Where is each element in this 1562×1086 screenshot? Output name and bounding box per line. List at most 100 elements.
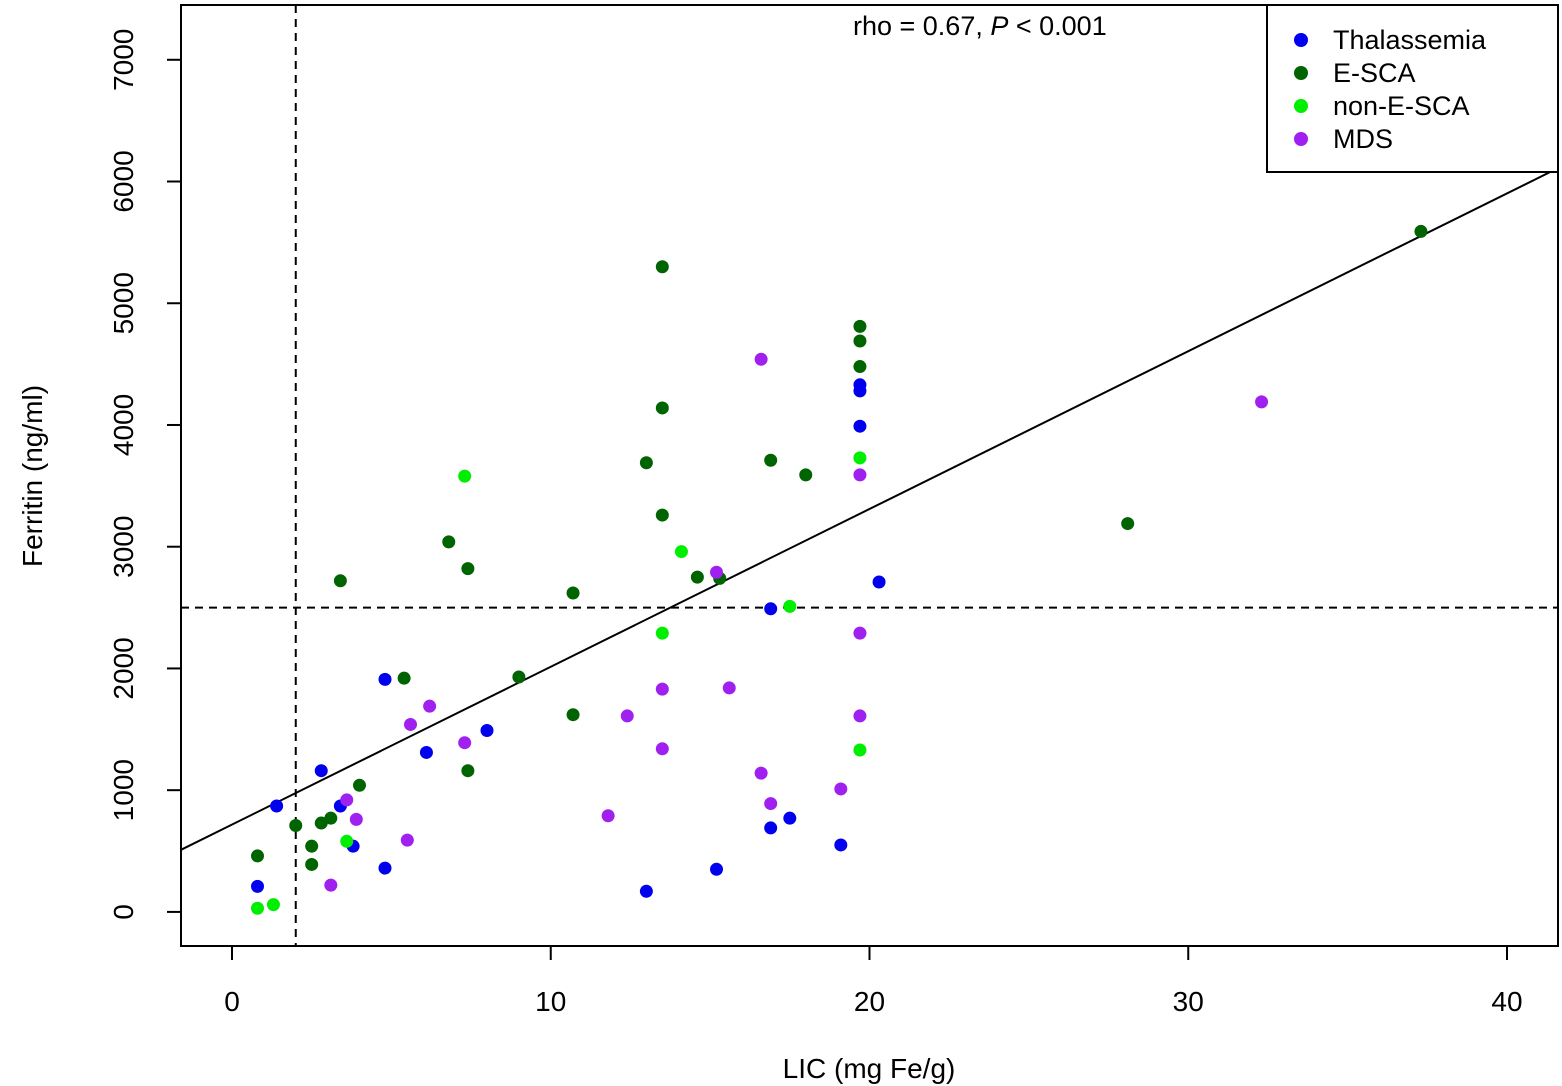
- point-e-sca: [442, 535, 456, 549]
- point-mds: [404, 717, 417, 731]
- point-non-e-sca: [853, 451, 867, 465]
- point-mds: [853, 626, 867, 640]
- point-non-e-sca: [458, 469, 472, 483]
- legend-box: [1266, 4, 1559, 173]
- legend-label-mds: MDS: [1333, 124, 1393, 154]
- x-tick-label: 10: [535, 986, 566, 1017]
- y-tick-label: 2000: [108, 637, 139, 699]
- point-mds: [834, 782, 848, 796]
- point-e-sca: [461, 562, 475, 576]
- point-mds: [655, 682, 669, 696]
- point-e-sca: [324, 811, 338, 825]
- point-non-e-sca: [340, 834, 354, 848]
- legend-marker-thalassemia: [1294, 33, 1308, 47]
- point-non-e-sca: [266, 898, 280, 912]
- point-e-sca: [333, 574, 347, 588]
- legend-label-e-sca: E-SCA: [1333, 58, 1416, 88]
- x-axis: 0 10 20 30 40: [224, 945, 1523, 1017]
- point-non-e-sca: [674, 545, 688, 559]
- point-mds: [655, 742, 669, 756]
- series-mds: [324, 352, 1269, 892]
- regression-line: [180, 167, 1559, 851]
- point-e-sca: [655, 401, 669, 415]
- point-thalassemia: [764, 602, 778, 616]
- point-mds: [754, 766, 768, 780]
- point-non-e-sca: [783, 599, 797, 613]
- point-thalassemia: [710, 862, 723, 876]
- correlation-annotation: rho = 0.67, P < 0.001: [853, 11, 1107, 41]
- point-e-sca: [353, 778, 366, 792]
- point-mds: [722, 681, 736, 695]
- point-thalassemia: [378, 672, 392, 686]
- point-thalassemia: [872, 575, 886, 589]
- point-e-sca: [305, 857, 319, 871]
- point-e-sca: [639, 456, 653, 470]
- series-non-e-sca: [251, 451, 867, 915]
- point-e-sca: [690, 570, 704, 584]
- y-tick-label: 5000: [108, 272, 139, 334]
- point-e-sca: [1121, 517, 1135, 531]
- legend: Thalassemia E-SCA non-E-SCA MDS: [1266, 4, 1559, 173]
- point-thalassemia: [270, 799, 284, 813]
- point-e-sca: [799, 468, 813, 482]
- annotation-prefix: rho = 0.67,: [853, 11, 990, 41]
- legend-label-non-e-sca: non-E-SCA: [1333, 91, 1470, 121]
- point-e-sca: [853, 319, 867, 333]
- point-mds: [710, 565, 723, 579]
- point-e-sca: [397, 671, 411, 685]
- annotation-suffix: < 0.001: [1008, 11, 1106, 41]
- x-tick-label: 30: [1173, 986, 1204, 1017]
- point-non-e-sca: [853, 743, 867, 757]
- point-e-sca: [764, 453, 778, 467]
- point-thalassemia: [419, 745, 433, 759]
- legend-marker-non-e-sca: [1294, 99, 1308, 113]
- y-tick-label: 4000: [108, 394, 139, 456]
- reference-lines: [181, 5, 1558, 946]
- point-e-sca: [655, 508, 669, 522]
- point-e-sca: [512, 670, 526, 684]
- point-thalassemia: [480, 724, 494, 738]
- point-thalassemia: [764, 821, 778, 835]
- x-tick-label: 0: [224, 986, 240, 1017]
- x-tick-label: 40: [1491, 986, 1522, 1017]
- point-e-sca: [305, 839, 319, 853]
- y-tick-label: 1000: [108, 759, 139, 821]
- point-mds: [458, 736, 472, 750]
- x-axis-title: LIC (mg Fe/g): [783, 1053, 956, 1084]
- point-e-sca: [853, 360, 867, 374]
- annotation-p-symbol: P: [990, 11, 1008, 41]
- point-mds: [324, 878, 338, 892]
- point-mds: [423, 699, 437, 713]
- point-mds: [349, 812, 363, 826]
- point-mds: [620, 709, 634, 723]
- point-thalassemia: [783, 811, 797, 825]
- point-thalassemia: [834, 838, 848, 852]
- y-tick-label: 3000: [108, 516, 139, 578]
- point-e-sca: [461, 764, 475, 778]
- point-mds: [754, 352, 768, 366]
- point-thalassemia: [251, 879, 264, 893]
- point-e-sca: [566, 708, 580, 722]
- point-thalassemia: [378, 861, 392, 875]
- point-mds: [340, 793, 354, 807]
- y-axis-title: Ferritin (ng/ml): [17, 385, 48, 567]
- legend-entry-thalassemia: Thalassemia: [1294, 25, 1487, 55]
- y-tick-label: 0: [108, 904, 139, 920]
- x-tick-label: 20: [854, 986, 885, 1017]
- legend-entry-non-e-sca: non-E-SCA: [1294, 91, 1470, 121]
- point-mds: [601, 809, 615, 823]
- legend-marker-mds: [1294, 132, 1308, 146]
- regression-line-group: [180, 167, 1559, 851]
- point-mds: [853, 709, 867, 723]
- point-e-sca: [566, 586, 580, 600]
- y-tick-label: 6000: [108, 150, 139, 212]
- point-e-sca: [655, 260, 669, 274]
- point-e-sca: [289, 818, 303, 832]
- legend-entry-e-sca: E-SCA: [1294, 58, 1416, 88]
- legend-entry-mds: MDS: [1294, 124, 1393, 154]
- series-thalassemia: [251, 378, 886, 898]
- legend-marker-e-sca: [1294, 66, 1308, 80]
- point-e-sca: [251, 849, 264, 863]
